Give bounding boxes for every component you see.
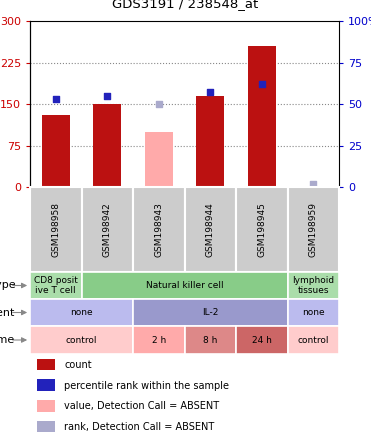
- Text: GSM198958: GSM198958: [51, 202, 60, 257]
- Bar: [37, 379, 55, 391]
- Bar: [93, 104, 121, 187]
- Bar: [236, 187, 288, 272]
- Text: GSM198942: GSM198942: [103, 202, 112, 257]
- Bar: [30, 299, 133, 326]
- Text: agent: agent: [0, 308, 15, 317]
- Text: 2 h: 2 h: [152, 336, 166, 345]
- Text: CD8 posit
ive T cell: CD8 posit ive T cell: [34, 276, 78, 295]
- Text: Natural killer cell: Natural killer cell: [146, 281, 223, 290]
- Bar: [30, 272, 82, 299]
- Text: lymphoid
tissues: lymphoid tissues: [292, 276, 334, 295]
- Text: rank, Detection Call = ABSENT: rank, Detection Call = ABSENT: [65, 422, 215, 432]
- Bar: [236, 326, 288, 354]
- Point: [259, 80, 265, 87]
- Point: [104, 92, 110, 99]
- Bar: [196, 96, 224, 187]
- Text: count: count: [65, 360, 92, 370]
- Bar: [133, 326, 184, 354]
- Bar: [133, 299, 288, 326]
- Bar: [30, 326, 133, 354]
- Text: time: time: [0, 335, 15, 345]
- Text: control: control: [298, 336, 329, 345]
- Bar: [288, 299, 339, 326]
- Text: GSM198945: GSM198945: [257, 202, 266, 257]
- Text: percentile rank within the sample: percentile rank within the sample: [65, 381, 229, 391]
- Bar: [82, 187, 133, 272]
- Text: none: none: [302, 308, 325, 317]
- Text: cell type: cell type: [0, 281, 15, 290]
- Text: GDS3191 / 238548_at: GDS3191 / 238548_at: [112, 0, 259, 10]
- Bar: [42, 115, 70, 187]
- Point: [207, 89, 213, 96]
- Bar: [247, 46, 276, 187]
- Text: GSM198943: GSM198943: [154, 202, 163, 257]
- Point: [53, 95, 59, 103]
- Text: GSM198959: GSM198959: [309, 202, 318, 257]
- Bar: [145, 132, 173, 187]
- Text: GSM198944: GSM198944: [206, 202, 215, 257]
- Bar: [37, 358, 55, 370]
- Text: 24 h: 24 h: [252, 336, 272, 345]
- Bar: [288, 187, 339, 272]
- Bar: [184, 187, 236, 272]
- Bar: [288, 272, 339, 299]
- Point: [310, 180, 316, 187]
- Bar: [184, 326, 236, 354]
- Point: [156, 100, 162, 107]
- Bar: [30, 187, 82, 272]
- Text: IL-2: IL-2: [202, 308, 219, 317]
- Text: none: none: [70, 308, 93, 317]
- Bar: [82, 272, 288, 299]
- Bar: [37, 400, 55, 412]
- Bar: [133, 187, 184, 272]
- Text: 8 h: 8 h: [203, 336, 217, 345]
- Text: control: control: [66, 336, 97, 345]
- Bar: [37, 420, 55, 432]
- Text: value, Detection Call = ABSENT: value, Detection Call = ABSENT: [65, 401, 220, 411]
- Bar: [288, 326, 339, 354]
